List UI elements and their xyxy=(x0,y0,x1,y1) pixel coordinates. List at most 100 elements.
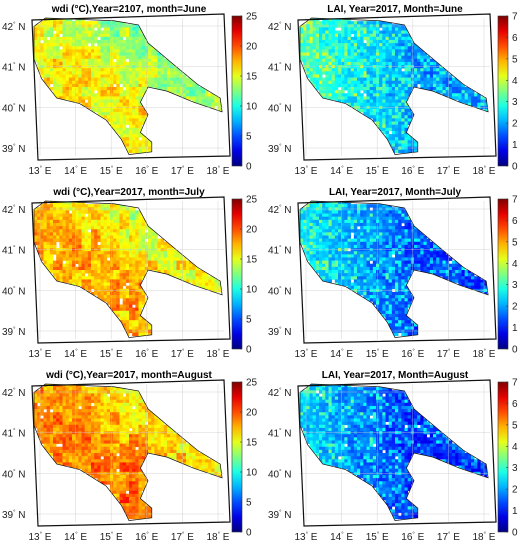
heatmap-cell xyxy=(132,49,136,53)
heatmap-cell xyxy=(72,254,76,258)
heatmap-cell xyxy=(452,260,456,265)
heatmap-cell xyxy=(116,43,120,47)
heatmap-cell xyxy=(81,90,85,94)
heatmap-cell xyxy=(433,83,437,88)
heatmap-cell xyxy=(391,285,396,290)
heatmap-cell xyxy=(163,241,168,246)
heatmap-cell xyxy=(350,276,355,280)
heatmap-cell xyxy=(65,93,70,97)
heatmap-cell xyxy=(62,46,66,50)
heatmap-cell xyxy=(357,282,361,286)
heatmap-cell xyxy=(110,295,114,299)
heatmap-cell xyxy=(385,39,389,44)
heatmap-cell xyxy=(319,273,323,277)
heatmap-cell xyxy=(119,210,123,214)
heatmap-cell xyxy=(372,282,377,286)
heatmap-cell xyxy=(135,121,139,125)
heatmap-cell xyxy=(426,68,431,72)
heatmap-cell xyxy=(398,232,402,236)
heatmap-cell xyxy=(325,257,329,261)
heatmap-cell xyxy=(363,80,367,85)
x-tick-label: 16° E xyxy=(135,166,158,177)
heatmap-cell xyxy=(423,68,427,72)
heatmap-cell xyxy=(315,46,320,50)
heatmap-cell xyxy=(59,251,63,255)
heatmap-cell xyxy=(379,254,383,258)
heatmap-cell xyxy=(379,102,383,107)
heatmap-cell xyxy=(391,68,396,72)
heatmap-cell xyxy=(125,140,130,144)
heatmap-cell xyxy=(353,222,358,227)
heatmap-cell xyxy=(404,229,408,233)
heatmap-cell xyxy=(315,68,320,72)
heatmap-cell xyxy=(423,61,427,66)
heatmap-cell xyxy=(56,74,60,78)
heatmap-cell xyxy=(125,30,130,34)
heatmap-cell xyxy=(461,96,465,100)
heatmap-cell xyxy=(138,83,142,88)
heatmap-cell xyxy=(122,232,127,236)
heatmap-cell xyxy=(154,77,158,82)
heatmap-cell xyxy=(116,213,120,217)
heatmap-cell xyxy=(407,115,412,119)
heatmap-cell xyxy=(160,254,165,258)
heatmap-cell xyxy=(341,229,345,233)
heatmap-cell xyxy=(366,254,370,258)
heatmap-cell xyxy=(144,222,149,227)
heatmap-cell xyxy=(439,266,443,271)
heatmap-cell xyxy=(53,238,57,243)
heatmap-cell xyxy=(401,257,405,261)
heatmap-cell xyxy=(97,279,101,283)
heatmap-cell xyxy=(395,146,399,151)
heatmap-cell xyxy=(322,39,326,44)
heatmap-cell xyxy=(97,222,101,227)
heatmap-cell xyxy=(376,204,380,208)
heatmap-cell xyxy=(113,30,117,34)
heatmap-cell xyxy=(385,210,389,214)
heatmap-cell xyxy=(319,80,323,85)
heatmap-cell xyxy=(129,279,133,283)
heatmap-cell xyxy=(439,260,443,265)
heatmap-cell xyxy=(325,270,329,274)
heatmap-cell xyxy=(167,80,171,85)
heatmap-cell xyxy=(404,77,408,82)
heatmap-cell xyxy=(59,61,63,66)
heatmap-cell xyxy=(179,74,184,78)
heatmap-cell xyxy=(341,276,345,280)
heatmap-cell xyxy=(401,112,405,116)
chart-title: wdi (°C),Year=2017, month=July xyxy=(52,187,205,198)
heatmap-cell xyxy=(132,93,136,97)
heatmap-cell xyxy=(480,102,484,107)
heatmap-cell xyxy=(395,291,399,296)
heatmap-cell xyxy=(404,213,408,217)
heatmap-cell xyxy=(350,77,355,82)
heatmap-cell xyxy=(331,232,336,236)
heatmap-cell xyxy=(46,241,51,246)
heatmap-cell xyxy=(46,263,51,268)
heatmap-cell xyxy=(452,93,456,97)
heatmap-cell xyxy=(382,102,386,107)
heatmap-cell xyxy=(170,74,174,78)
heatmap-cell xyxy=(84,244,89,249)
heatmap-cell xyxy=(382,298,386,302)
heatmap-cell xyxy=(344,71,348,75)
heatmap-cell xyxy=(325,80,329,85)
heatmap-cell xyxy=(401,323,405,327)
heatmap-cell xyxy=(385,49,389,53)
heatmap-cell xyxy=(110,298,114,302)
heatmap-cell xyxy=(72,21,76,25)
heatmap-cell xyxy=(398,307,402,312)
heatmap-cell xyxy=(391,263,396,268)
heatmap-cell xyxy=(144,257,149,261)
heatmap-cell xyxy=(467,270,472,274)
heatmap-cell xyxy=(119,55,123,60)
heatmap-cell xyxy=(372,232,377,236)
heatmap-cell xyxy=(78,87,82,91)
heatmap-cell xyxy=(407,36,412,41)
heatmap-cell xyxy=(404,326,408,330)
heatmap-cell xyxy=(129,134,133,138)
heatmap-cell xyxy=(160,83,165,88)
heatmap-cell xyxy=(350,74,355,78)
heatmap-cell xyxy=(91,260,95,265)
heatmap-cell xyxy=(369,77,374,82)
